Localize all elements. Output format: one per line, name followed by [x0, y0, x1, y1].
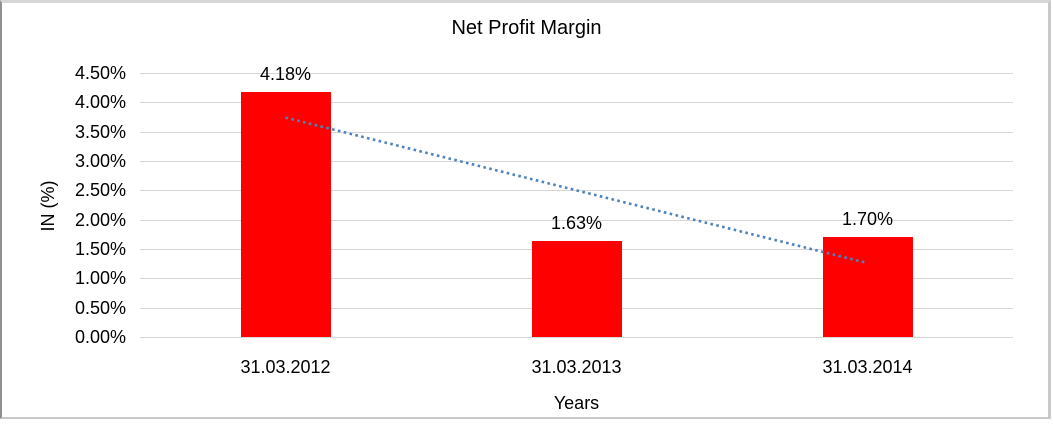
y-tick-label: 4.00% [74, 92, 126, 113]
plot-area [140, 73, 1013, 338]
gridline [140, 102, 1013, 104]
bar-value-label: 1.63% [550, 213, 603, 234]
y-tick-label: 2.50% [74, 180, 126, 201]
gridline [140, 161, 1013, 162]
bar-31.03.2013 [531, 241, 622, 337]
x-category-label: 31.03.2013 [531, 357, 622, 377]
y-tick-label: 3.50% [74, 121, 126, 142]
x-axis-title: Years [553, 393, 600, 413]
bar-31.03.2014 [822, 237, 913, 337]
x-category-label: 31.03.2012 [240, 357, 331, 377]
bar-31.03.2012 [240, 91, 331, 337]
bar-value-label: 1.70% [841, 209, 894, 230]
x-category-label: 31.03.2014 [822, 357, 913, 377]
y-tick-label: 3.00% [74, 151, 126, 171]
y-tick-label: 0.50% [74, 297, 126, 318]
y-tick-label: 0.00% [74, 327, 126, 347]
bar-value-label: 4.18% [259, 63, 312, 84]
trendline [285, 116, 868, 265]
gridline [140, 131, 1013, 133]
gridline [140, 219, 1013, 221]
y-tick-label: 1.00% [74, 268, 126, 289]
gridline [140, 73, 1013, 74]
y-tick-label: 1.50% [74, 239, 126, 259]
y-tick-label: 2.00% [74, 209, 126, 230]
chart-title: Net Profit Margin [451, 17, 602, 39]
gridline [140, 337, 1013, 338]
y-tick-label: 4.50% [74, 63, 126, 83]
